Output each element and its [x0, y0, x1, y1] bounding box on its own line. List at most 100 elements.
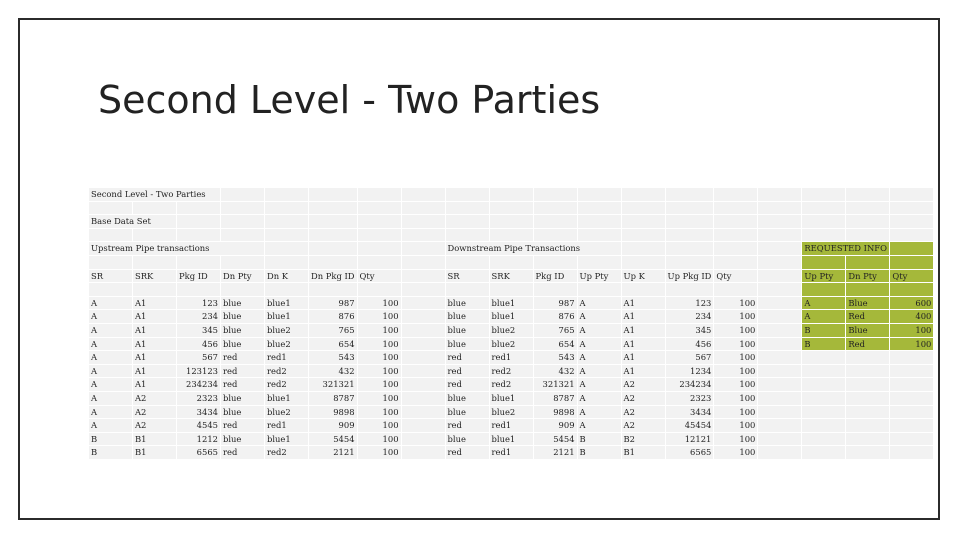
table-cell: 123 [177, 296, 220, 310]
empty-cell [890, 283, 934, 296]
table-cell: A [89, 378, 132, 391]
table-cell: B [577, 446, 621, 459]
empty-cell [489, 215, 533, 228]
table-cell: blue [445, 323, 489, 337]
table-cell: A1 [133, 378, 176, 391]
table-cell: 234 [177, 310, 220, 323]
empty-cell [758, 215, 802, 228]
empty-cell [665, 228, 714, 242]
table-cell: A1 [621, 310, 665, 323]
table-cell: 5454 [309, 432, 357, 446]
column-header: SRK [133, 269, 176, 283]
empty-cell [401, 391, 445, 405]
empty-cell [89, 201, 132, 215]
empty-cell [357, 283, 401, 296]
empty-cell [133, 283, 176, 296]
slide-title: Second Level - Two Parties [98, 78, 601, 122]
table-cell: 234 [665, 310, 714, 323]
table-cell: blue [221, 337, 264, 351]
empty-cell [445, 283, 489, 296]
column-header: Pkg ID [177, 269, 220, 283]
table-cell: 345 [177, 323, 220, 337]
table-cell: A [89, 405, 132, 419]
table-row: A A2 3434 blue blue2 9898 100 blue blue2 9898 A A2 3… [89, 405, 934, 419]
empty-cell [401, 432, 445, 446]
empty-cell [665, 201, 714, 215]
table-cell: A1 [621, 364, 665, 378]
table-cell: 567 [665, 351, 714, 364]
empty-cell [445, 215, 489, 228]
empty-cell [621, 242, 665, 255]
empty-cell [665, 242, 714, 255]
table-cell: red [445, 419, 489, 432]
empty-cell [401, 188, 445, 201]
empty-cell [489, 255, 533, 269]
column-header: Up K [621, 269, 665, 283]
column-header: SR [89, 269, 132, 283]
column-header: SR [445, 269, 489, 283]
table-cell: red [445, 351, 489, 364]
empty-cell [89, 283, 132, 296]
table-cell: A1 [133, 337, 176, 351]
empty-cell [846, 419, 890, 432]
empty-cell [802, 432, 846, 446]
empty-cell [401, 215, 445, 228]
table-cell: 100 [357, 378, 401, 391]
table-cell: blue [221, 391, 264, 405]
table-cell: 8787 [533, 391, 577, 405]
empty-cell [758, 351, 802, 364]
table-cell: B2 [621, 432, 665, 446]
table-cell: 100 [714, 296, 758, 310]
table-cell: red2 [265, 446, 308, 459]
empty-cell [890, 228, 934, 242]
empty-cell [401, 269, 445, 283]
table-cell: A [577, 310, 621, 323]
table-cell: 100 [714, 432, 758, 446]
empty-cell [802, 255, 846, 269]
empty-cell [846, 432, 890, 446]
table-cell: blue1 [265, 432, 308, 446]
column-header: Dn Pty [846, 269, 890, 283]
table-cell: 100 [357, 432, 401, 446]
empty-cell [758, 364, 802, 378]
table-cell: B1 [133, 432, 176, 446]
table-cell: 12121 [665, 432, 714, 446]
table-cell: 9898 [309, 405, 357, 419]
table-cell: A1 [621, 323, 665, 337]
base-row: Base Data Set [89, 215, 934, 228]
empty-cell [714, 215, 758, 228]
empty-cell [133, 255, 176, 269]
empty-cell [758, 419, 802, 432]
empty-cell [401, 364, 445, 378]
table-cell: 345 [665, 323, 714, 337]
table-cell: 987 [309, 296, 357, 310]
table-cell: 100 [357, 337, 401, 351]
table-cell: A1 [621, 351, 665, 364]
empty-cell [665, 283, 714, 296]
table-cell: blue2 [489, 405, 533, 419]
table-cell: A2 [133, 391, 176, 405]
empty-cell [621, 283, 665, 296]
empty-cell [401, 351, 445, 364]
empty-cell [714, 283, 758, 296]
empty-cell [621, 228, 665, 242]
table-cell: 100 [357, 351, 401, 364]
empty-cell [802, 419, 846, 432]
empty-cell [714, 255, 758, 269]
empty-cell [846, 215, 890, 228]
upstream-label: Upstream Pipe transactions [89, 242, 264, 255]
empty-cell [758, 201, 802, 215]
empty-cell [401, 405, 445, 419]
table-cell: A [577, 391, 621, 405]
empty-cell [401, 283, 445, 296]
table-cell: 456 [177, 337, 220, 351]
empty-cell [802, 405, 846, 419]
table-cell: 2323 [665, 391, 714, 405]
caption-row: Second Level - Two Parties [89, 188, 934, 201]
table-cell: 100 [357, 419, 401, 432]
table-cell: red1 [489, 446, 533, 459]
empty-cell [758, 337, 802, 351]
table-cell: 100 [357, 296, 401, 310]
empty-cell [890, 419, 934, 432]
empty-cell [665, 215, 714, 228]
